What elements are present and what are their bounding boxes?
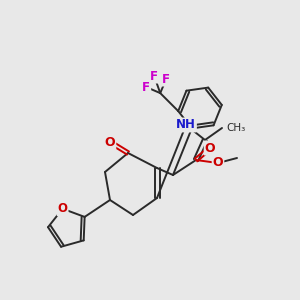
Text: CH₃: CH₃ — [226, 123, 245, 133]
Text: O: O — [213, 157, 223, 169]
Text: F: F — [162, 73, 170, 85]
Text: F: F — [150, 70, 158, 83]
Text: O: O — [58, 202, 68, 215]
Text: O: O — [105, 136, 115, 148]
Text: F: F — [142, 81, 150, 94]
Text: NH: NH — [176, 118, 196, 131]
Text: O: O — [205, 142, 215, 154]
